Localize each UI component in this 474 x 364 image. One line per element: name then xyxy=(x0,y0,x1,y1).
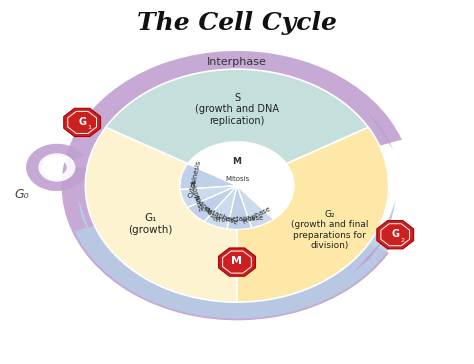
Polygon shape xyxy=(64,108,100,136)
Wedge shape xyxy=(106,69,368,164)
Polygon shape xyxy=(380,201,396,243)
Text: The Cell Cycle: The Cell Cycle xyxy=(137,11,337,35)
Wedge shape xyxy=(180,164,237,189)
Text: Mitosis: Mitosis xyxy=(225,176,249,182)
Text: Prophase: Prophase xyxy=(242,205,272,225)
Wedge shape xyxy=(85,127,237,302)
Text: G₀: G₀ xyxy=(14,188,28,201)
Text: Anaphase: Anaphase xyxy=(191,194,219,222)
Wedge shape xyxy=(26,144,88,191)
Text: 1: 1 xyxy=(88,125,92,130)
Polygon shape xyxy=(352,238,385,274)
Text: Cytokinesis: Cytokinesis xyxy=(188,159,202,198)
Wedge shape xyxy=(38,153,75,182)
Wedge shape xyxy=(74,224,400,318)
Text: G: G xyxy=(78,116,86,127)
Wedge shape xyxy=(227,186,252,229)
Wedge shape xyxy=(188,186,237,221)
Text: Metaphase: Metaphase xyxy=(202,207,238,226)
Text: G₁
(growth): G₁ (growth) xyxy=(128,213,173,235)
Wedge shape xyxy=(62,51,402,320)
Text: M: M xyxy=(233,157,241,166)
Polygon shape xyxy=(377,221,414,249)
Polygon shape xyxy=(78,196,92,239)
Text: M: M xyxy=(231,256,243,266)
Text: S
(growth and DNA
replication): S (growth and DNA replication) xyxy=(195,92,279,126)
Text: G: G xyxy=(391,229,399,239)
Text: Telophase: Telophase xyxy=(188,179,203,213)
Text: 2: 2 xyxy=(401,238,405,242)
Text: Prometaphase: Prometaphase xyxy=(215,215,263,223)
Polygon shape xyxy=(219,248,255,276)
Text: Interphase: Interphase xyxy=(207,57,267,67)
Wedge shape xyxy=(204,186,237,229)
Wedge shape xyxy=(237,186,273,228)
Polygon shape xyxy=(367,111,393,150)
Wedge shape xyxy=(237,127,389,302)
Wedge shape xyxy=(180,186,237,207)
Text: G₂
(growth and final
preparations for
division): G₂ (growth and final preparations for di… xyxy=(291,210,368,250)
